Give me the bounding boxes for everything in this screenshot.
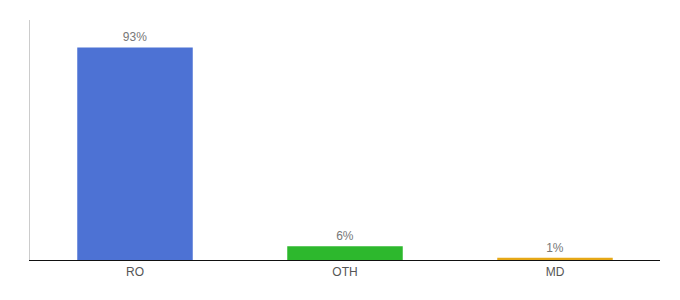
svg-text:OTH: OTH — [332, 265, 357, 279]
svg-text:6%: 6% — [336, 229, 354, 243]
svg-text:RO: RO — [126, 265, 144, 279]
svg-text:93%: 93% — [123, 30, 147, 44]
svg-text:1%: 1% — [546, 241, 564, 255]
svg-text:MD: MD — [546, 265, 565, 279]
